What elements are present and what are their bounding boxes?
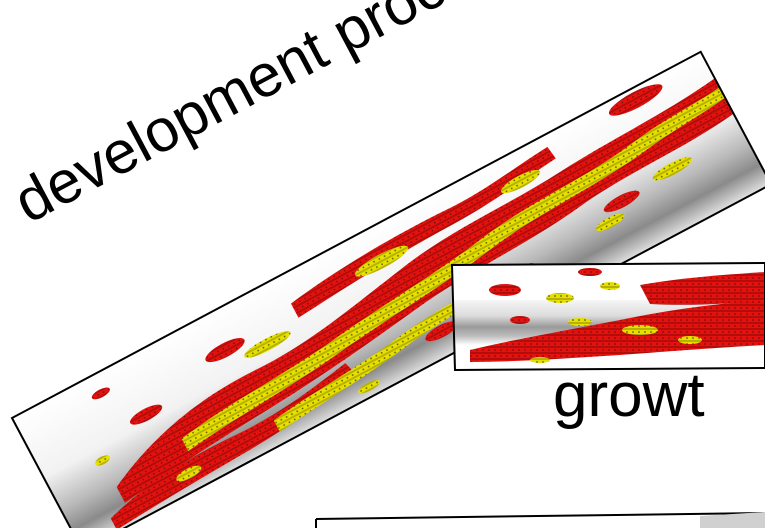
caption-growth: growt [553,361,705,430]
growth-panel [450,261,765,372]
bottom-panel [315,512,765,528]
cell-strand-yellow [530,282,702,363]
cell-strand-red [470,268,765,362]
